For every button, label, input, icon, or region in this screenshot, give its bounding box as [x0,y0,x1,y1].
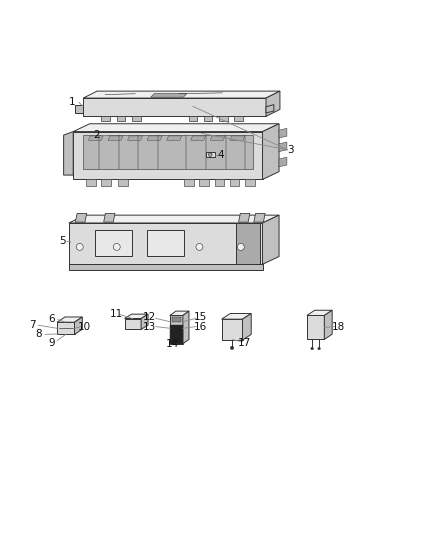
Polygon shape [102,180,111,186]
Circle shape [106,133,109,136]
Polygon shape [210,136,225,140]
Text: 10: 10 [78,321,91,332]
Polygon shape [204,116,212,120]
Polygon shape [307,310,332,316]
Polygon shape [132,116,141,120]
Polygon shape [124,314,148,319]
Polygon shape [230,180,240,186]
Polygon shape [95,230,132,256]
Circle shape [76,244,83,251]
Polygon shape [191,136,205,140]
Polygon shape [170,311,189,316]
Polygon shape [245,180,254,186]
Polygon shape [184,180,194,186]
Polygon shape [266,104,274,113]
Circle shape [230,346,234,350]
Polygon shape [279,142,287,151]
Polygon shape [88,136,103,140]
Circle shape [196,244,203,251]
Polygon shape [83,98,266,116]
Polygon shape [104,213,115,222]
Polygon shape [147,230,184,256]
Polygon shape [57,322,74,334]
Polygon shape [262,215,279,264]
Polygon shape [73,124,279,132]
Circle shape [103,130,112,139]
Polygon shape [279,157,287,167]
Polygon shape [172,317,181,322]
Text: 7: 7 [29,320,36,330]
Text: 14: 14 [166,338,179,349]
Polygon shape [188,116,197,120]
Polygon shape [307,316,324,340]
Polygon shape [117,116,125,120]
Polygon shape [222,319,243,340]
Polygon shape [83,91,280,98]
Polygon shape [324,310,332,340]
Polygon shape [266,91,280,116]
Polygon shape [167,136,182,140]
Text: 13: 13 [143,322,156,333]
Polygon shape [69,264,262,270]
Polygon shape [69,223,262,264]
Text: 17: 17 [238,338,251,348]
Polygon shape [222,313,251,319]
Circle shape [237,244,244,251]
Polygon shape [141,314,148,329]
Text: 4: 4 [218,150,225,160]
Text: 6: 6 [48,314,55,324]
Polygon shape [74,106,83,113]
Polygon shape [170,316,183,344]
Polygon shape [73,132,262,180]
Polygon shape [127,136,142,140]
Polygon shape [69,215,279,223]
Polygon shape [219,116,228,120]
Circle shape [318,347,321,350]
Polygon shape [170,325,183,344]
Polygon shape [206,152,215,157]
Polygon shape [183,311,189,344]
Polygon shape [239,213,250,222]
Text: 9: 9 [48,338,55,348]
Text: 8: 8 [35,329,42,340]
Polygon shape [243,313,251,340]
Polygon shape [199,180,209,186]
Polygon shape [254,213,265,222]
Polygon shape [64,132,73,175]
Polygon shape [74,317,82,334]
Polygon shape [75,213,87,222]
Circle shape [208,153,212,156]
Polygon shape [118,180,127,186]
Text: 3: 3 [287,145,294,155]
Polygon shape [124,319,141,329]
Polygon shape [57,317,82,322]
Text: 18: 18 [332,321,345,332]
Circle shape [113,244,120,251]
Text: 11: 11 [110,309,124,319]
Polygon shape [237,223,260,264]
Text: 5: 5 [59,236,66,246]
Text: 15: 15 [194,312,207,322]
Polygon shape [215,180,224,186]
Polygon shape [230,136,245,140]
Polygon shape [262,124,279,180]
Text: 2: 2 [93,130,99,140]
Polygon shape [102,116,110,120]
Polygon shape [147,136,162,140]
Text: 16: 16 [194,322,207,333]
Text: 12: 12 [143,312,156,322]
Text: 1: 1 [69,98,75,108]
Circle shape [311,347,314,350]
Polygon shape [108,136,123,140]
Polygon shape [151,94,187,97]
Polygon shape [234,116,243,120]
Polygon shape [83,135,253,168]
Polygon shape [86,180,96,186]
Polygon shape [279,128,287,138]
